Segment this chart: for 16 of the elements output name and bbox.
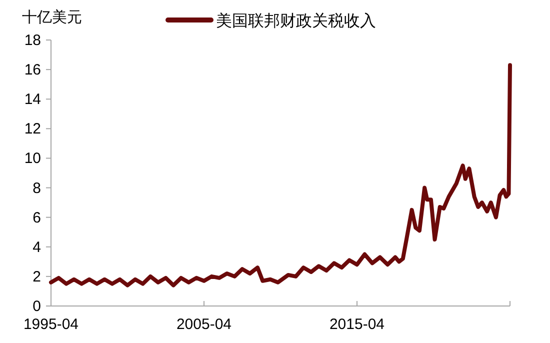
- x-tick-label: 2015-04: [329, 316, 385, 333]
- legend-label: 美国联邦财政关税收入: [216, 12, 376, 30]
- y-tick-label: 8: [32, 180, 41, 197]
- y-tick-label: 2: [32, 268, 41, 286]
- y-tick-label: 0: [32, 298, 41, 315]
- y-tick-label: 16: [24, 62, 41, 79]
- y-axis-title: 十亿美元: [22, 9, 82, 26]
- x-tick-label: 2005-04: [176, 316, 232, 333]
- legend-item: 美国联邦财政关税收入: [166, 13, 376, 30]
- y-tick-label: 6: [32, 209, 41, 226]
- y-tick-label: 18: [24, 32, 41, 49]
- y-tick-label: 12: [24, 120, 41, 138]
- y-tick-label: 10: [24, 150, 41, 168]
- y-tick-label: 4: [32, 238, 41, 256]
- x-tick-label: 1995-04: [23, 316, 79, 333]
- y-tick-label: 14: [24, 91, 41, 108]
